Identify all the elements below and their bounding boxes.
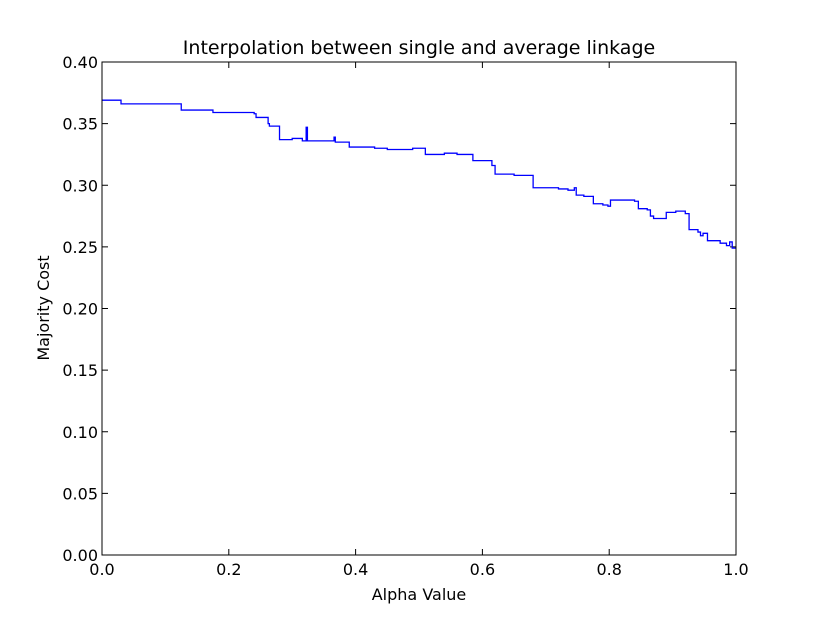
- x-tick-label: 0.8: [596, 560, 621, 579]
- x-tick-label: 0.6: [470, 560, 495, 579]
- y-tick-label: 0.10: [62, 423, 98, 442]
- x-tick-label: 1.0: [723, 560, 748, 579]
- x-tick-label: 0.4: [343, 560, 368, 579]
- chart-title: Interpolation between single and average…: [183, 37, 655, 59]
- x-tick-label: 0.0: [89, 560, 114, 579]
- y-tick-label: 0.20: [62, 300, 98, 319]
- series-group: [102, 99, 736, 249]
- x-tick-label: 0.2: [216, 560, 241, 579]
- y-tick-label: 0.35: [62, 115, 98, 134]
- y-tick-label: 0.05: [62, 484, 98, 503]
- x-axis-label: Alpha Value: [372, 585, 467, 604]
- y-tick-label: 0.40: [62, 53, 98, 72]
- y-tick-label: 0.00: [62, 546, 98, 565]
- y-axis-label: Majority Cost: [34, 255, 53, 360]
- y-tick-label: 0.25: [62, 238, 98, 257]
- axis-ticks: 0.0 0.2 0.4 0.6 0.8 1.0 0.00 0.05 0.10 0.15 0.20 0.…: [62, 53, 748, 579]
- plot-frame: [101, 61, 737, 556]
- y-tick-label: 0.15: [62, 361, 98, 380]
- y-tick-label: 0.30: [62, 176, 98, 195]
- series-line: [102, 99, 736, 249]
